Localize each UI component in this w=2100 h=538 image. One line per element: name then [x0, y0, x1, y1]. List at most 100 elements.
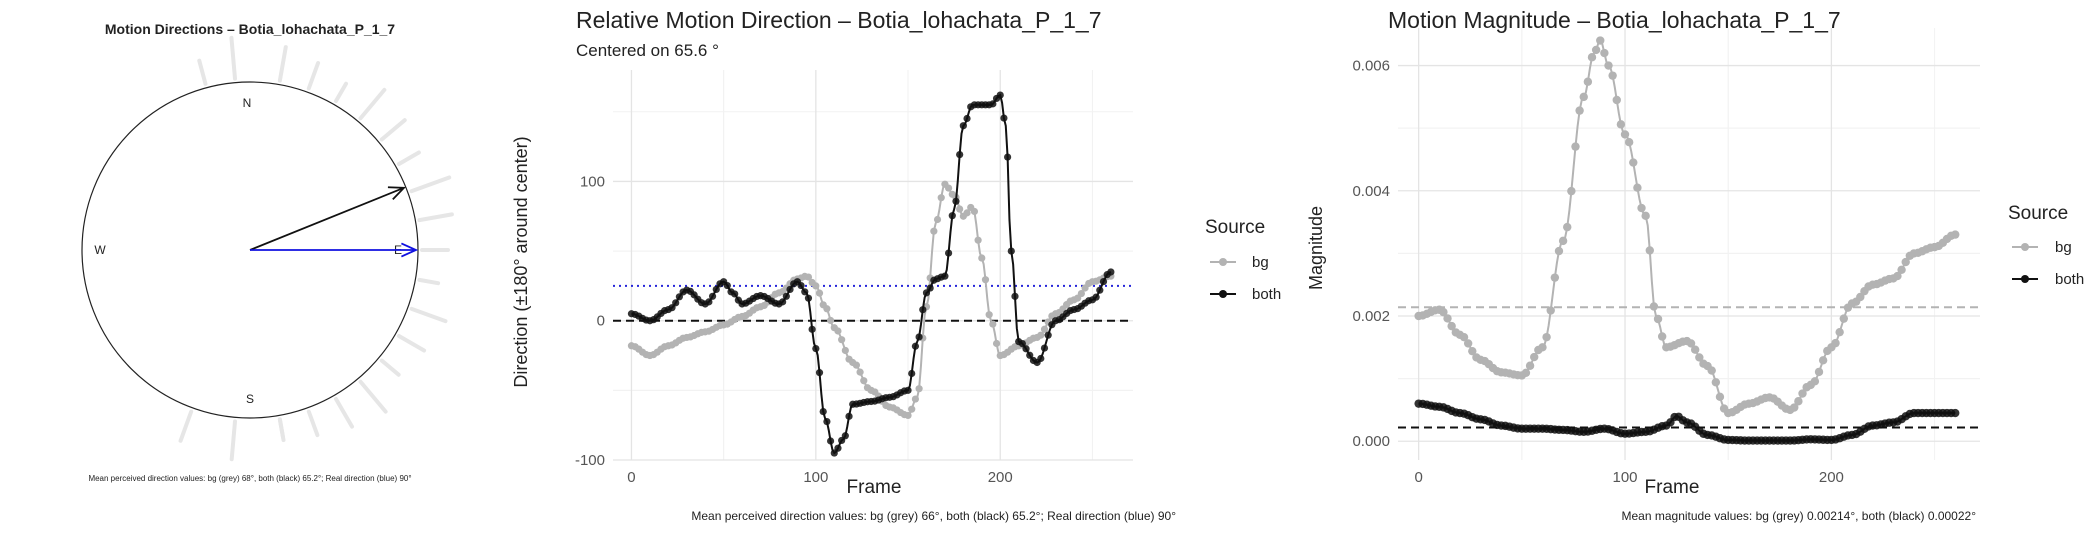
data-point-bg — [1645, 246, 1654, 255]
magnitude-grid — [1398, 28, 1980, 460]
magnitude-y-axis-label: Magnitude — [1306, 206, 1326, 290]
data-point-bg — [1690, 345, 1700, 354]
data-point-bg — [1459, 332, 1469, 342]
data-point-bg — [1077, 289, 1085, 298]
data-point-both — [731, 290, 739, 298]
data-point-bg — [985, 311, 993, 319]
data-point-bg — [1620, 130, 1630, 139]
data-point-both — [841, 432, 849, 440]
compass-tick — [277, 417, 286, 443]
data-point-bg — [1538, 343, 1547, 352]
data-point-bg — [1447, 321, 1456, 331]
series-both — [1414, 399, 1960, 445]
direction-subtitle: Centered on 65.6 ° — [576, 41, 719, 60]
direction-series — [627, 91, 1115, 457]
compass-tick — [334, 396, 354, 429]
y-tick-label: 0.004 — [1352, 183, 1390, 200]
data-point-bg — [1810, 377, 1820, 386]
data-point-bg — [937, 194, 945, 202]
data-point-both — [1096, 286, 1104, 294]
magnitude-reference-lines — [1398, 306, 1980, 429]
direction-legend-bg-dot — [1219, 258, 1227, 266]
direction-chart: Relative Motion Direction – Botia_lohach… — [511, 7, 1281, 523]
compass-panel: Motion Directions – Botia_lohachata_P_1_… — [0, 0, 520, 533]
compass-west-label: W — [94, 243, 106, 257]
data-point-bg — [1542, 332, 1551, 342]
data-point-both — [919, 306, 927, 314]
data-point-both — [779, 298, 787, 306]
compass-title: Motion Directions – Botia_lohachata_P_1_… — [105, 21, 395, 37]
series-bg — [1414, 36, 1960, 418]
data-point-bg — [911, 395, 920, 403]
data-point-bg — [1794, 397, 1803, 406]
data-point-both — [712, 285, 720, 294]
data-point-bg — [1567, 186, 1576, 196]
compass-tick — [358, 379, 388, 414]
data-point-both — [959, 122, 967, 130]
compass-black-arrow — [249, 186, 405, 251]
data-point-both — [823, 417, 831, 426]
data-point-bg — [841, 346, 849, 355]
data-point-bg — [1616, 120, 1626, 129]
direction-x-axis-label: Frame — [847, 477, 902, 498]
data-point-both — [845, 412, 853, 420]
direction-legend-both-label: both — [1252, 286, 1281, 303]
data-point-both — [1092, 293, 1100, 301]
data-point-bg — [1798, 389, 1807, 398]
compass-black-arrow-head — [387, 186, 406, 200]
data-point-both — [808, 325, 816, 333]
data-point-both — [797, 281, 805, 290]
data-point-both — [926, 284, 934, 292]
data-point-both — [1037, 354, 1045, 363]
magnitude-legend: Source bg both — [2008, 203, 2084, 288]
data-point-bg — [1856, 292, 1865, 302]
magnitude-panel: Motion Magnitude – Botia_lohachata_P_1_7… — [1300, 0, 2100, 533]
data-point-both — [948, 212, 956, 220]
magnitude-legend-bg-label: bg — [2055, 239, 2072, 256]
compass-tick — [379, 358, 401, 377]
data-point-bg — [1893, 271, 1902, 281]
data-point-both — [1004, 153, 1012, 161]
compass-tick — [409, 306, 448, 324]
data-point-bg — [815, 289, 824, 297]
x-tick-label: 100 — [803, 469, 828, 486]
compass-tick — [417, 277, 441, 286]
data-point-both — [945, 249, 953, 257]
data-point-bg — [812, 282, 820, 290]
x-tick-label: 200 — [1819, 469, 1844, 486]
data-point-bg — [1649, 302, 1659, 311]
data-point-bg — [1790, 403, 1799, 412]
data-point-bg — [1835, 327, 1844, 337]
data-point-both — [1099, 277, 1108, 286]
direction-legend-both-dot — [1219, 290, 1227, 298]
direction-legend-title: Source — [1205, 217, 1265, 238]
data-point-both — [705, 298, 713, 306]
compass-tick — [229, 35, 238, 81]
data-point-bg — [1897, 265, 1906, 274]
data-point-both — [996, 91, 1004, 99]
direction-axes: 0 100 200 -100 0 100 — [575, 173, 1013, 486]
data-point-bg — [1563, 222, 1572, 232]
compass-tick — [358, 87, 387, 121]
data-point-bg — [956, 205, 964, 213]
y-tick-label: 0.000 — [1352, 433, 1390, 450]
compass-tick — [334, 81, 348, 104]
y-tick-label: 0 — [597, 313, 605, 330]
magnitude-series — [1414, 36, 1960, 445]
data-point-bg — [981, 276, 990, 284]
data-point-bg — [1558, 236, 1568, 246]
data-point-bg — [1633, 183, 1642, 192]
direction-legend-bg-label: bg — [1252, 254, 1269, 271]
data-point-both — [911, 342, 920, 350]
compass-tick — [417, 212, 454, 223]
data-point-both — [723, 281, 731, 290]
compass-blue-arrow-head — [401, 242, 419, 258]
data-point-both — [908, 369, 916, 378]
data-point-bg — [1624, 138, 1634, 147]
data-point-bg — [1583, 77, 1593, 86]
data-point-bg — [970, 207, 979, 216]
data-point-bg — [823, 305, 831, 313]
data-point-bg — [1546, 306, 1555, 315]
data-point-both — [941, 272, 949, 280]
series-line-bg — [1418, 38, 1956, 415]
